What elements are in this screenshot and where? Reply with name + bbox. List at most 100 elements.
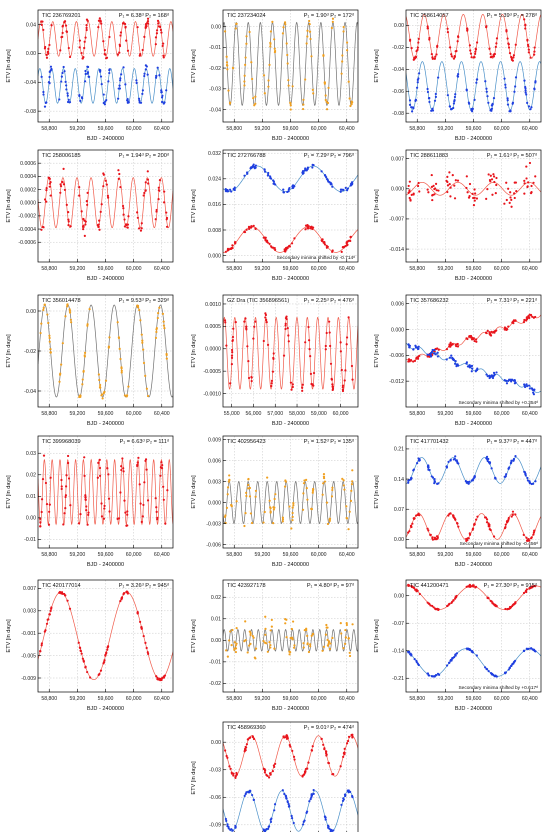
x-tick-label: 59,200 bbox=[437, 266, 453, 272]
etv-point bbox=[126, 97, 129, 101]
etv-point bbox=[59, 49, 62, 52]
etv-point bbox=[83, 351, 87, 354]
etv-point bbox=[285, 618, 288, 621]
etv-point bbox=[328, 647, 332, 651]
etv-point bbox=[282, 354, 286, 357]
etv-point bbox=[284, 480, 287, 483]
y-tick-label: -0.07 bbox=[392, 621, 404, 627]
plot-area bbox=[38, 303, 173, 400]
etv-point bbox=[489, 174, 492, 177]
etv-point bbox=[507, 42, 510, 45]
etv-point bbox=[48, 75, 51, 79]
etv-point bbox=[487, 597, 490, 600]
period-parameters: P₁ = 6.38ᵈ P₂ = 168ᵈ bbox=[119, 12, 169, 19]
etv-point bbox=[103, 659, 106, 662]
etv-panel: 58,800 59,200 59,600 60,000 60,4000.0070.003… bbox=[6, 579, 174, 712]
etv-point bbox=[162, 498, 165, 501]
etv-point bbox=[104, 179, 107, 182]
etv-point bbox=[77, 641, 80, 644]
etv-point bbox=[243, 640, 246, 643]
etv-point bbox=[142, 503, 145, 507]
etv-point bbox=[290, 527, 293, 530]
etv-point bbox=[490, 55, 493, 59]
x-tick-label: 58,800 bbox=[226, 126, 242, 132]
plot-area bbox=[223, 17, 358, 111]
etv-point bbox=[41, 477, 45, 481]
plot-area bbox=[406, 161, 541, 208]
etv-point bbox=[157, 25, 161, 28]
etv-point bbox=[524, 24, 527, 27]
etv-point bbox=[66, 100, 70, 104]
etv-point bbox=[470, 650, 473, 653]
etv-point bbox=[43, 303, 46, 307]
etv-point bbox=[453, 184, 456, 187]
etv-point bbox=[120, 73, 123, 76]
etv-point bbox=[302, 103, 305, 106]
etv-point bbox=[486, 329, 489, 332]
etv-point bbox=[426, 527, 429, 530]
etv-point bbox=[234, 321, 237, 324]
x-axis-label: BJD - 2400000 bbox=[455, 136, 492, 142]
etv-point bbox=[302, 773, 306, 776]
etv-point bbox=[159, 474, 162, 477]
etv-point bbox=[311, 745, 314, 748]
etv-point bbox=[309, 372, 313, 375]
etv-point bbox=[527, 105, 531, 108]
y-tick-label: 0.00 bbox=[394, 23, 404, 29]
etv-point bbox=[230, 246, 233, 250]
etv-point bbox=[60, 80, 63, 83]
etv-point bbox=[48, 340, 51, 343]
x-tick-label: 60,400 bbox=[522, 696, 538, 702]
etv-point bbox=[105, 56, 109, 59]
etv-point bbox=[525, 316, 528, 319]
etv-point bbox=[528, 387, 531, 390]
etv-point bbox=[488, 528, 491, 531]
etv-point bbox=[244, 512, 247, 515]
etv-point bbox=[273, 647, 276, 650]
etv-point bbox=[98, 228, 101, 231]
etv-point bbox=[226, 823, 229, 826]
etv-point bbox=[272, 357, 275, 360]
etv-point bbox=[348, 97, 351, 100]
etv-point bbox=[348, 510, 351, 513]
etv-point bbox=[312, 792, 315, 796]
etv-point bbox=[472, 196, 475, 200]
etv-point bbox=[472, 337, 475, 340]
etv-point bbox=[136, 464, 139, 468]
etv-point bbox=[340, 72, 343, 75]
etv-point bbox=[80, 210, 83, 213]
etv-point bbox=[48, 336, 51, 340]
etv-point bbox=[106, 648, 109, 651]
etv-point bbox=[437, 348, 440, 351]
y-tick-label: -0.03 bbox=[209, 87, 221, 93]
etv-point bbox=[99, 386, 102, 389]
etv-point bbox=[157, 186, 160, 189]
etv-point bbox=[428, 468, 431, 472]
etv-point bbox=[448, 171, 451, 174]
x-tick-label: 60,400 bbox=[154, 266, 170, 272]
etv-point bbox=[507, 187, 510, 190]
etv-point bbox=[68, 100, 72, 104]
etv-point bbox=[122, 467, 125, 470]
x-axis-label: BJD - 2400000 bbox=[87, 706, 124, 712]
etv-point bbox=[83, 474, 86, 477]
etv-point bbox=[474, 52, 477, 55]
y-tick-label: 0.03 bbox=[26, 451, 36, 457]
y-tick-label: -0.01 bbox=[24, 537, 36, 543]
etv-point bbox=[515, 189, 518, 193]
y-tick-label: 0.00 bbox=[26, 516, 36, 522]
plot-frame bbox=[222, 149, 359, 263]
panel-title: TIC 236769201 bbox=[42, 13, 81, 19]
etv-point bbox=[416, 78, 419, 82]
etv-point bbox=[124, 26, 127, 29]
model-curve bbox=[223, 628, 358, 652]
etv-point bbox=[529, 56, 532, 59]
etv-point bbox=[289, 104, 292, 107]
etv-point bbox=[347, 739, 350, 743]
etv-point bbox=[427, 674, 430, 677]
etv-point bbox=[268, 242, 271, 245]
etv-point bbox=[427, 191, 430, 194]
etv-point bbox=[290, 242, 294, 245]
etv-point bbox=[468, 102, 471, 105]
etv-point bbox=[39, 525, 42, 528]
